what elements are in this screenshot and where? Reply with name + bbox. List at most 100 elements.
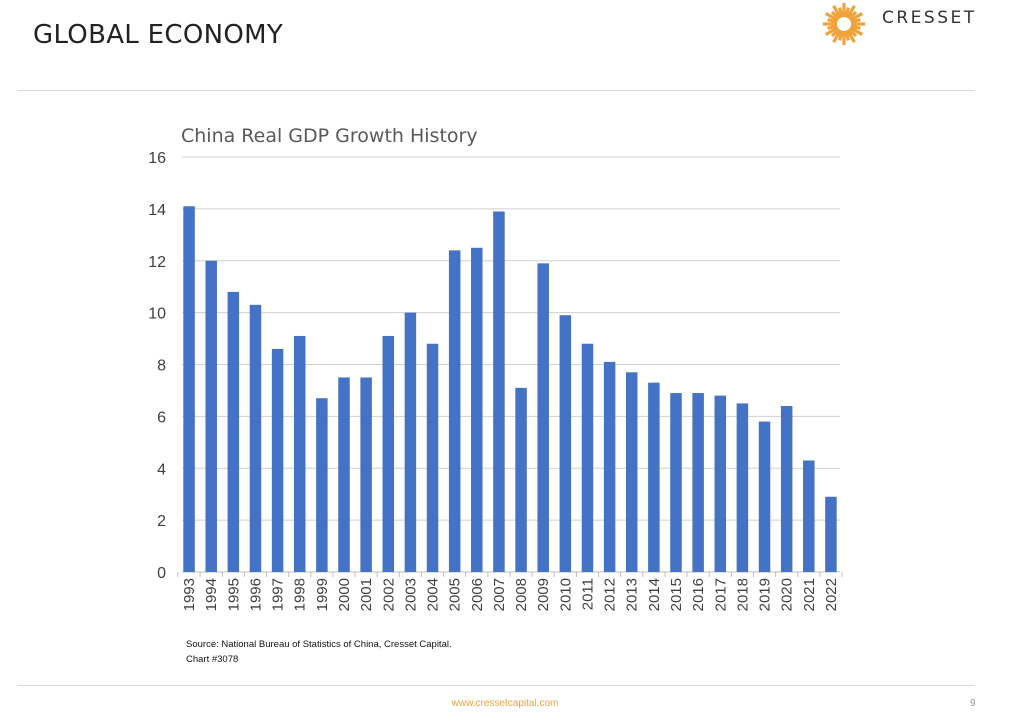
- sunburst-ray: [846, 29, 856, 43]
- source-note: Source: National Bureau of Statistics of…: [186, 637, 452, 667]
- x-tick-label: 2000: [336, 578, 353, 611]
- bar-2022: [825, 496, 837, 572]
- bar-2006: [471, 247, 483, 572]
- x-tick-label: 2020: [779, 578, 796, 611]
- y-tick-label: 8: [157, 358, 166, 375]
- x-tick-label: 1996: [247, 578, 264, 611]
- footer-link[interactable]: www.cressetcapital.com: [451, 698, 559, 709]
- y-tick-label: 14: [148, 202, 166, 219]
- x-tick-label: 1998: [292, 578, 309, 611]
- x-tick-label: 1994: [203, 578, 220, 611]
- sunburst-ray: [844, 7, 850, 18]
- header-divider: [17, 90, 975, 91]
- x-tick-label: 2019: [757, 578, 774, 611]
- y-tick-label: 10: [148, 306, 166, 323]
- x-tick-label: 2016: [690, 578, 707, 611]
- x-tick-label: 1993: [181, 578, 198, 611]
- bar-2009: [537, 263, 549, 572]
- bar-2000: [338, 377, 350, 572]
- bar-2014: [648, 382, 660, 572]
- sunburst-ray: [827, 24, 838, 30]
- bar-2021: [803, 460, 815, 572]
- bar-2013: [625, 372, 638, 572]
- x-tick-label: 2015: [668, 578, 685, 611]
- sunburst-ray: [838, 7, 844, 18]
- x-tick-label: 1997: [270, 578, 287, 611]
- sunburst-ray: [838, 30, 844, 41]
- page-number: 9: [970, 698, 976, 709]
- y-tick-label: 6: [157, 409, 166, 426]
- sunburst-logo-icon: [823, 3, 865, 45]
- bar-2016: [692, 393, 704, 572]
- x-tick-label: 2005: [447, 578, 464, 611]
- y-tick-label: 4: [157, 461, 166, 478]
- x-tick-label: 2014: [646, 578, 663, 611]
- x-tick-label: 2021: [801, 578, 818, 611]
- footer-divider: [17, 685, 975, 686]
- bar-2007: [493, 211, 505, 572]
- sunburst-ray: [850, 24, 861, 30]
- sunburst-ray: [849, 12, 863, 22]
- page-title: GLOBAL ECONOMY: [33, 20, 284, 50]
- bar-2018: [736, 403, 749, 572]
- logo-text: CRESSET: [882, 8, 977, 28]
- x-tick-label: 2010: [557, 578, 574, 611]
- sunburst-ray: [847, 27, 858, 38]
- bar-1997: [271, 348, 284, 572]
- y-tick-label: 2: [157, 513, 166, 530]
- bar-2002: [382, 335, 395, 572]
- sunburst-ray: [827, 18, 838, 24]
- y-tick-label: 16: [148, 150, 166, 167]
- bar-2001: [360, 377, 372, 572]
- sunburst-ray: [847, 10, 858, 21]
- sunburst-ray: [830, 27, 841, 38]
- sunburst-ray: [844, 30, 850, 41]
- x-tick-label: 2009: [535, 578, 552, 611]
- sunburst-ray: [832, 5, 842, 19]
- bar-2005: [448, 250, 461, 572]
- x-tick-label: 2001: [358, 578, 375, 611]
- x-tick-label: 2004: [425, 578, 442, 611]
- x-tick-label: 2003: [402, 578, 419, 611]
- y-tick-label: 12: [148, 254, 166, 271]
- chart-number: Chart #3078: [186, 654, 239, 665]
- sunburst-ray: [846, 5, 856, 19]
- x-tick-label: 2018: [734, 578, 751, 611]
- x-tick-label: 1999: [314, 578, 331, 611]
- x-tick-label: 2006: [469, 578, 486, 611]
- x-tick-label: 2012: [602, 578, 619, 611]
- cresset-logo: CRESSET: [812, 2, 982, 46]
- bar-1998: [293, 335, 306, 572]
- bar-2019: [758, 421, 771, 572]
- sunburst-ray: [825, 26, 839, 36]
- bar-2010: [559, 315, 572, 572]
- x-tick-label: 2011: [579, 578, 596, 610]
- bar-2011: [581, 343, 594, 572]
- x-tick-label: 2007: [491, 578, 508, 611]
- x-tick-label: 2017: [712, 578, 729, 611]
- bar-2020: [780, 406, 793, 572]
- bar-2015: [670, 393, 682, 572]
- x-tick-label: 2013: [624, 578, 641, 611]
- bar-1994: [205, 260, 217, 572]
- bar-2017: [714, 395, 727, 572]
- bar-1996: [249, 304, 262, 572]
- bar-1999: [316, 398, 328, 572]
- y-tick-label: 0: [157, 565, 166, 582]
- x-tick-label: 2008: [513, 578, 530, 611]
- sunburst-ray: [830, 10, 841, 21]
- x-tick-label: 2002: [380, 578, 397, 611]
- bar-1993: [183, 206, 195, 572]
- x-tick-label: 1995: [225, 578, 242, 611]
- sunburst-ray: [832, 29, 842, 43]
- bar-2004: [426, 343, 439, 572]
- bar-2012: [603, 361, 616, 572]
- bar-2003: [404, 312, 417, 572]
- source-line: Source: National Bureau of Statistics of…: [186, 639, 452, 650]
- sunburst-ray: [825, 12, 839, 22]
- chart-title: China Real GDP Growth History: [181, 125, 478, 147]
- x-tick-label: 2022: [823, 578, 840, 611]
- sunburst-ray: [849, 26, 863, 36]
- sunburst-ray: [850, 18, 861, 24]
